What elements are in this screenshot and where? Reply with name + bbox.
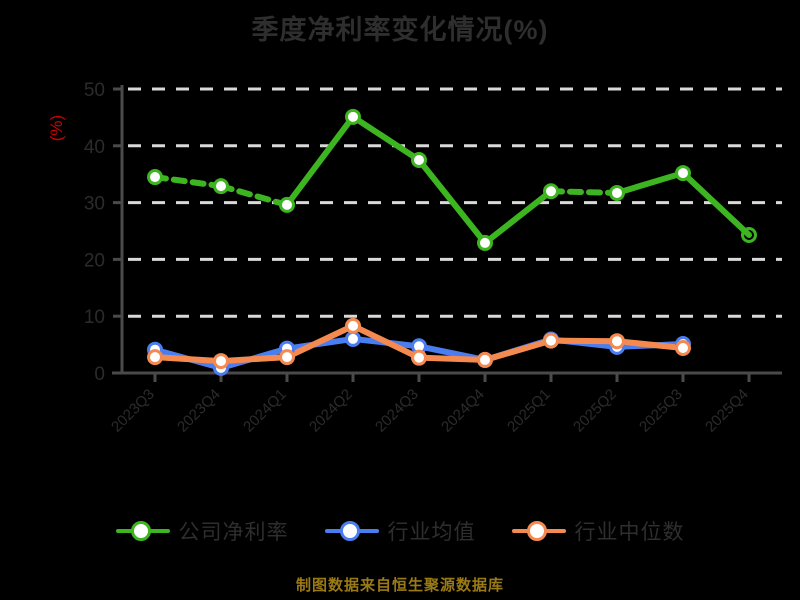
series-segment — [482, 188, 554, 246]
series-segment — [218, 183, 290, 208]
data-point[interactable] — [477, 351, 493, 368]
data-point[interactable] — [147, 169, 163, 186]
data-point[interactable] — [345, 108, 361, 125]
y-tick-label: 20 — [84, 250, 105, 271]
series-segment — [152, 354, 224, 365]
x-tick-label: 2024Q3 — [372, 386, 422, 436]
data-point[interactable] — [213, 178, 229, 195]
source-note: 制图数据来自恒生聚源数据库 — [295, 577, 504, 594]
series-segment — [614, 170, 686, 196]
data-point[interactable] — [741, 226, 757, 243]
x-tick-label: 2024Q4 — [438, 386, 488, 436]
series-segment — [482, 337, 554, 363]
data-point[interactable] — [609, 184, 625, 201]
data-point[interactable] — [411, 152, 427, 168]
data-point[interactable] — [213, 353, 229, 370]
data-point[interactable] — [609, 333, 625, 350]
x-tick-label: 2025Q1 — [504, 386, 554, 436]
data-point[interactable] — [543, 332, 559, 349]
x-tick-label: 2024Q2 — [306, 386, 356, 436]
data-point[interactable] — [411, 349, 427, 366]
y-tick-label: 50 — [84, 80, 105, 101]
data-point[interactable] — [279, 196, 295, 213]
series-segment — [152, 174, 224, 190]
x-tick-label: 2023Q3 — [108, 386, 158, 436]
legend-dot — [526, 521, 547, 541]
y-tick-label: 30 — [84, 194, 105, 215]
x-tick-label: 2025Q3 — [636, 386, 686, 436]
data-point[interactable] — [279, 349, 295, 366]
series-segment — [416, 354, 488, 363]
series-segment — [614, 338, 686, 352]
legend-industry-mean[interactable]: 行业均值 — [324, 516, 476, 546]
series-segment — [680, 170, 752, 238]
legend-company[interactable]: 公司净利率 — [115, 516, 289, 546]
x-tick-label: 2025Q4 — [702, 386, 752, 436]
data-point[interactable] — [543, 183, 559, 200]
x-tick-label: 2025Q2 — [570, 386, 620, 436]
y-tick-label: 0 — [94, 364, 105, 385]
legend-industry-median-marker-icon — [511, 518, 566, 544]
chart-legend: 公司净利率 行业均值 行业中位数 — [0, 516, 800, 546]
legend-label: 行业中位数 — [574, 521, 685, 544]
data-point[interactable] — [675, 340, 691, 357]
legend-industry-median[interactable]: 行业中位数 — [511, 516, 685, 546]
data-point[interactable] — [675, 165, 691, 182]
y-tick-label: 40 — [84, 137, 105, 158]
series-segment — [218, 354, 290, 365]
series-segment — [350, 113, 422, 163]
data-point[interactable] — [147, 349, 163, 366]
series-segment — [548, 337, 620, 345]
series-segment — [284, 322, 356, 361]
x-tick-label: 2023Q4 — [174, 386, 224, 436]
data-point[interactable] — [345, 317, 361, 334]
y-tick-label: 10 — [84, 307, 105, 328]
legend-dot — [130, 521, 151, 541]
legend-dot — [339, 521, 360, 541]
legend-label: 公司净利率 — [178, 521, 289, 544]
y-axis-title: (%) — [47, 115, 66, 141]
page-title: 季度净利率变化情况(%) — [251, 15, 549, 45]
x-tick-label: 2024Q1 — [240, 386, 290, 436]
series-segment — [416, 157, 488, 246]
legend-company-marker-icon — [115, 518, 170, 544]
legend-industry-mean-marker-icon — [324, 518, 379, 544]
series-segment — [548, 188, 620, 196]
data-point[interactable] — [345, 330, 361, 347]
series-segment — [284, 113, 356, 208]
data-point[interactable] — [477, 234, 493, 251]
legend-label: 行业均值 — [387, 521, 476, 544]
series-segment — [350, 322, 422, 361]
